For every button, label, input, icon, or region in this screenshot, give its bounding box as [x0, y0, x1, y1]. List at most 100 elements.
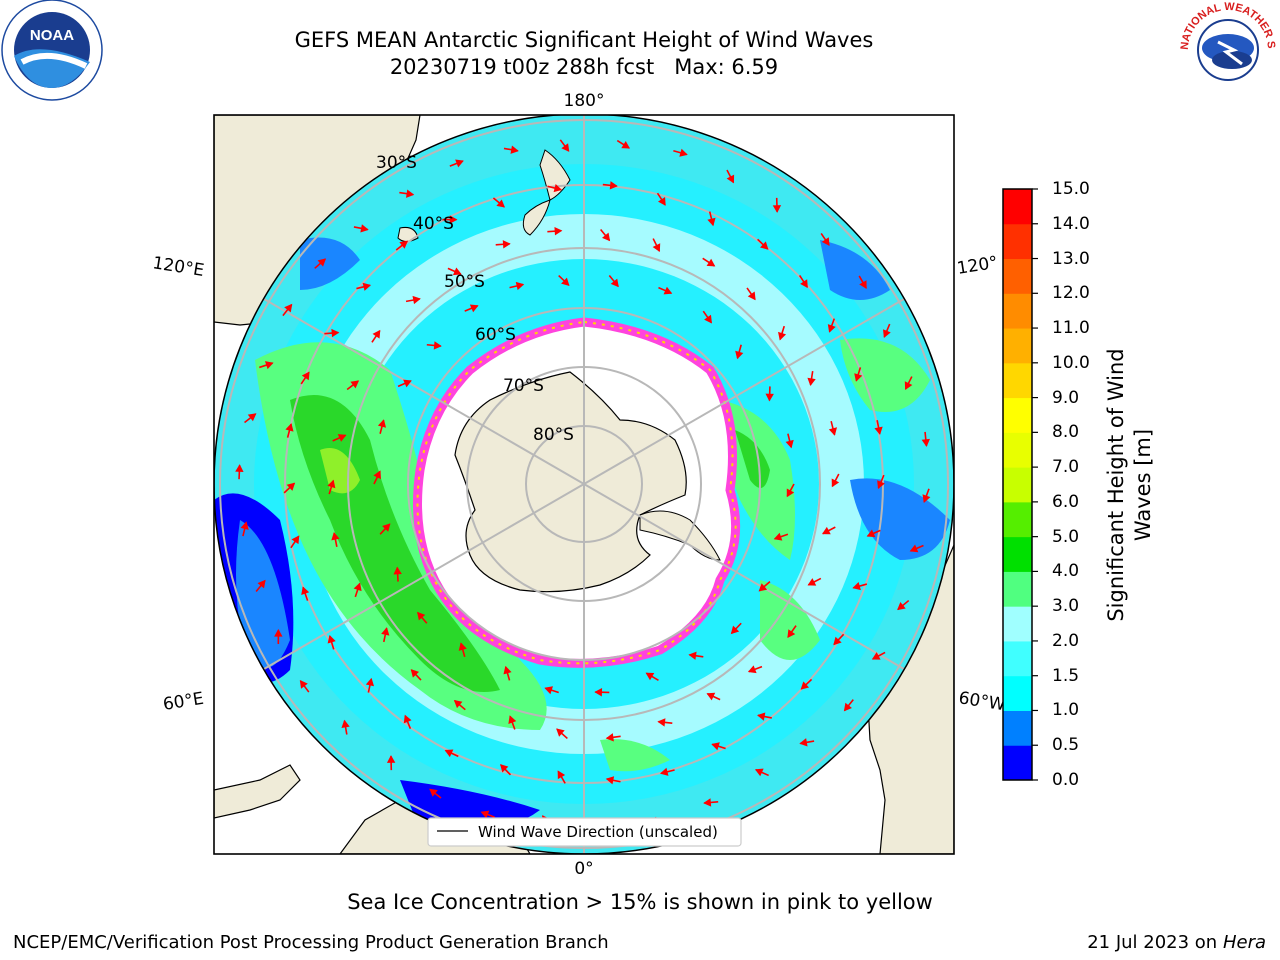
colorbar-tick-label: 1.0 — [1052, 700, 1080, 721]
wave-arrow-head — [747, 665, 757, 674]
credit-line: NCEP/EMC/Verification Post Processing Pr… — [13, 932, 609, 953]
wave-arrow-head — [386, 755, 396, 763]
colorbar-band — [1003, 432, 1032, 468]
sea-ice-note: Sea Ice Concentration > 15% is shown in … — [347, 890, 933, 914]
wave-arrow-head — [553, 183, 563, 193]
wave-arrow-head — [444, 749, 454, 758]
wave-arrow-head — [904, 381, 913, 391]
wave-arrow-head — [412, 295, 421, 305]
colorbar-band — [1003, 501, 1032, 538]
noaa-logo-text: NOAA — [30, 27, 74, 44]
wave-arrow-head — [317, 258, 327, 267]
wave-arrow-head — [602, 232, 611, 242]
lon-label-0: 0° — [574, 859, 593, 879]
colorbar-tick-label: 13.0 — [1052, 248, 1090, 269]
wave-arrow-head — [833, 636, 842, 646]
wave-arrow-head — [754, 768, 764, 777]
wave-arrow-head — [821, 237, 830, 246]
wave-arrow-head — [828, 427, 838, 436]
run-date: 21 Jul 2023 on Hera — [1087, 932, 1266, 953]
lat-label-30s: 30°S — [376, 153, 417, 173]
antarctic-peninsula — [639, 510, 721, 561]
wave-arrow-head — [821, 526, 831, 535]
lon-label-120e: 120°E — [151, 253, 205, 281]
wave-arrow-head — [765, 393, 774, 402]
colorbar — [1002, 188, 1038, 781]
colorbar-tick-label: 0.0 — [1052, 770, 1080, 790]
wave-arrow-head — [711, 742, 720, 751]
colorbar-tick-label: 6.0 — [1052, 491, 1080, 512]
wave-arrow-head — [773, 532, 783, 541]
wave-arrow-head — [609, 181, 618, 190]
wave-arrow-head — [393, 566, 402, 575]
wave-arrow-head — [373, 470, 381, 480]
wave-arrow-head — [660, 767, 669, 776]
wave-arrow-head — [663, 286, 673, 295]
noaa-logo: NOAA — [1, 0, 103, 101]
wave-arrow-head — [247, 413, 257, 422]
wave-arrow-head — [882, 329, 891, 338]
wave-arrow-head — [874, 426, 883, 435]
colorbar-band — [1003, 571, 1032, 607]
wave-arrow-head — [772, 205, 782, 213]
wave-arrow-head — [285, 423, 294, 432]
wave-arrow-head — [235, 464, 244, 473]
colorbar-tick-label: 0.5 — [1052, 735, 1080, 756]
wave-arrow-head — [341, 719, 350, 728]
wave-arrow-head — [909, 544, 919, 553]
wave-arrow-head — [417, 611, 426, 621]
wave-arrow-head — [605, 776, 615, 785]
colorbar-tick-label: 12.0 — [1052, 283, 1090, 304]
wave-arrow-head — [284, 303, 293, 313]
colorbar-band — [1003, 258, 1032, 294]
wave-arrow-head — [704, 314, 712, 324]
colorbar-tick-label: 2.0 — [1052, 630, 1080, 651]
lat-label-40s: 40°S — [413, 214, 454, 234]
wave-arrow-head — [406, 189, 415, 198]
colorbar-tick-label: 7.0 — [1052, 457, 1080, 478]
wave-arrow-head — [877, 480, 885, 489]
wave-arrow-head — [403, 379, 412, 388]
wave-arrow-head — [610, 278, 619, 288]
wave-arrow-head — [452, 267, 462, 276]
wave-arrow-head — [410, 669, 420, 678]
wave-arrow-head — [758, 583, 768, 592]
wave-arrow-head — [730, 625, 740, 635]
wave-arrow-head — [331, 328, 340, 338]
wave-arrow-head — [703, 798, 712, 807]
wave-arrow-head — [859, 280, 867, 289]
wave-arrow-head — [399, 240, 408, 249]
wave-arrow-head — [382, 523, 391, 532]
wave-arrow-head — [403, 714, 412, 724]
wave-arrow-head — [286, 482, 296, 491]
wave-arrow-head — [843, 702, 852, 712]
wave-arrow-head — [787, 629, 796, 638]
wave-arrow-head — [854, 373, 863, 382]
colorbar-tick-label: 11.0 — [1052, 318, 1090, 339]
wave-arrow-head — [760, 241, 769, 250]
wave-arrow-head — [327, 479, 336, 489]
wave-arrow-head — [827, 324, 836, 333]
colorbar-tick-label: 5.0 — [1052, 526, 1080, 547]
colorbar-band — [1003, 606, 1032, 642]
wave-arrow-head — [726, 174, 735, 184]
wave-arrow-head — [706, 258, 716, 267]
wave-arrow-head — [469, 304, 479, 313]
colorbar-tick-label: 10.0 — [1052, 352, 1090, 373]
wave-arrow-head — [594, 688, 603, 697]
wave-arrow-head — [449, 215, 458, 224]
chart-title: GEFS MEAN Antarctic Significant Height o… — [294, 28, 874, 52]
wave-arrow-head — [652, 243, 661, 253]
wave-arrow-head — [921, 438, 930, 447]
wave-arrow-head — [365, 677, 375, 687]
colorbar-tick-label: 8.0 — [1052, 422, 1080, 443]
lon-label-180: 180° — [564, 91, 605, 111]
lat-label-60s: 60°S — [475, 325, 516, 345]
colorbar-band — [1003, 328, 1032, 364]
wave-arrow-head — [257, 579, 266, 589]
wave-arrow-head — [510, 145, 519, 154]
wave-arrow-head — [353, 582, 362, 592]
wave-arrow-head — [786, 488, 795, 498]
wave-arrow-head — [557, 770, 566, 780]
colorbar-label: Significant Height of Wind Waves [m] — [1104, 348, 1155, 622]
